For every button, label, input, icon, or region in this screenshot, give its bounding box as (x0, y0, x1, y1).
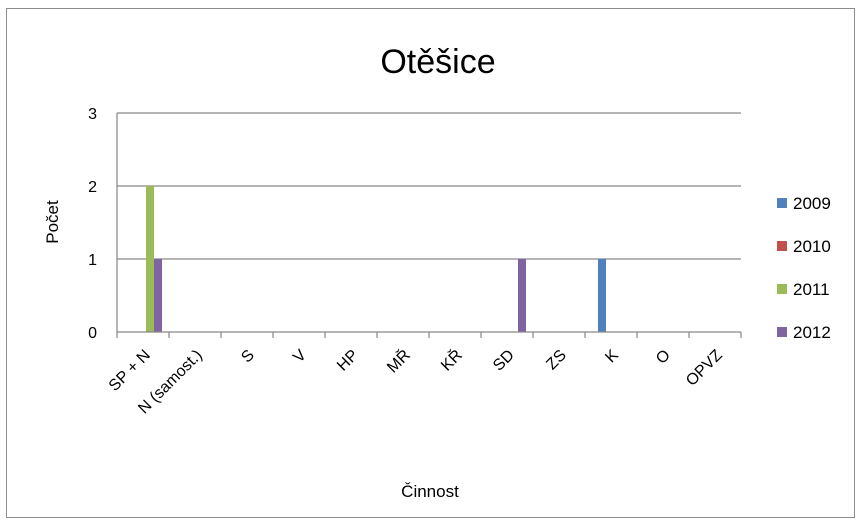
legend-swatch-2009 (777, 198, 787, 208)
legend-label-2009: 2009 (793, 194, 831, 213)
bar-2012-0 (154, 259, 162, 332)
legend-swatch-2011 (777, 284, 787, 294)
legend: 2009 2010 2011 2012 (777, 194, 831, 342)
x-tick-label: ZS (543, 347, 569, 373)
bar-2012-7 (518, 259, 526, 332)
bar-2011-0 (146, 186, 154, 332)
x-tick-label: MŘ (383, 345, 414, 376)
x-tick-label: SD (490, 347, 518, 375)
y-tick-label: 2 (88, 179, 97, 196)
legend-label-2010: 2010 (793, 237, 831, 256)
x-tick-label: K (602, 347, 622, 367)
bar-2009-9 (598, 259, 606, 332)
legend-swatch-2010 (777, 241, 787, 251)
bars (146, 186, 606, 332)
y-axis-title: Počet (43, 200, 62, 244)
legend-swatch-2012 (777, 327, 787, 337)
y-tick-label: 1 (88, 252, 97, 269)
legend-label-2012: 2012 (793, 323, 831, 342)
y-tick-label: 0 (88, 325, 97, 342)
y-tick-label: 3 (88, 106, 97, 123)
gridlines (117, 112, 741, 260)
x-tick-label: SP + N (106, 347, 154, 395)
x-tick-label: OPVZ (683, 347, 726, 390)
legend-label-2011: 2011 (793, 280, 830, 299)
x-tick-label: HP (334, 347, 362, 375)
x-tick-label: KŘ (437, 345, 466, 374)
x-tick-label: O (653, 347, 674, 368)
x-axis-title: Činnost (401, 482, 459, 501)
x-tick-label: V (290, 347, 310, 367)
chart-title: Otěšice (380, 43, 495, 81)
x-tick-label: S (238, 347, 258, 367)
